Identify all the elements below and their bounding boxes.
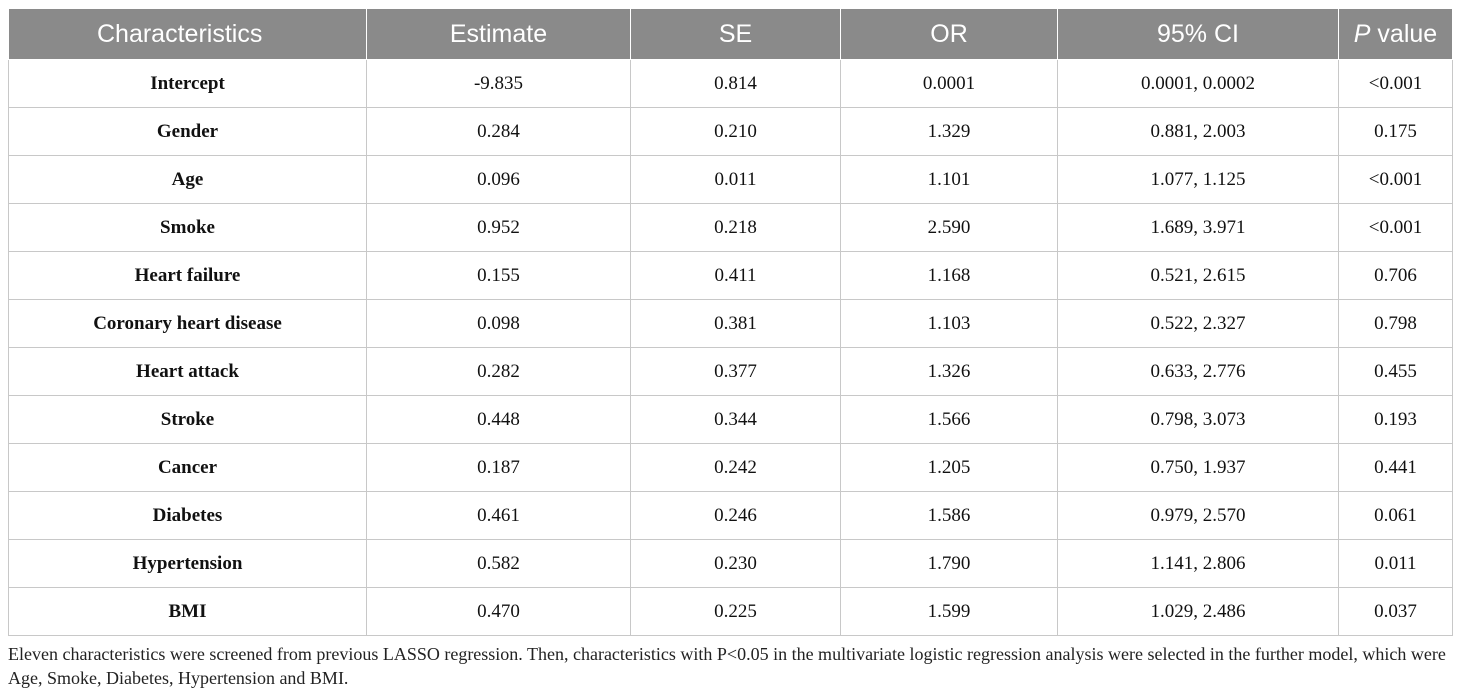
cell-p-value: 0.441 <box>1338 443 1453 492</box>
cell-p-value: <0.001 <box>1338 155 1453 204</box>
cell-p-value: 0.193 <box>1338 395 1453 444</box>
cell-p-value: <0.001 <box>1338 203 1453 252</box>
cell-or: 1.329 <box>840 107 1058 156</box>
header-p-value: P value <box>1338 8 1453 60</box>
cell-characteristic: Stroke <box>8 395 367 444</box>
table-row: BMI 0.470 0.225 1.599 1.029, 2.486 0.037 <box>8 587 1453 636</box>
cell-estimate: 0.282 <box>366 347 631 396</box>
cell-ci: 0.798, 3.073 <box>1057 395 1339 444</box>
cell-estimate: -9.835 <box>366 59 631 108</box>
header-estimate: Estimate <box>366 8 631 60</box>
table-row: Diabetes 0.461 0.246 1.586 0.979, 2.570 0.061 <box>8 491 1453 540</box>
cell-estimate: 0.582 <box>366 539 631 588</box>
cell-p-value: 0.706 <box>1338 251 1453 300</box>
table-row: Gender 0.284 0.210 1.329 0.881, 2.003 0.175 <box>8 107 1453 156</box>
cell-se: 0.225 <box>630 587 841 636</box>
cell-estimate: 0.098 <box>366 299 631 348</box>
cell-p-value: 0.175 <box>1338 107 1453 156</box>
table-row: Cancer 0.187 0.242 1.205 0.750, 1.937 0.441 <box>8 443 1453 492</box>
cell-or: 1.566 <box>840 395 1058 444</box>
header-row: Characteristics Estimate SE OR 95% CI P … <box>8 8 1453 60</box>
table-body: Intercept -9.835 0.814 0.0001 0.0001, 0.0002… <box>8 59 1453 636</box>
cell-or: 0.0001 <box>840 59 1058 108</box>
cell-ci: 1.077, 1.125 <box>1057 155 1339 204</box>
header-se: SE <box>630 8 841 60</box>
cell-or: 1.101 <box>840 155 1058 204</box>
cell-or: 1.168 <box>840 251 1058 300</box>
cell-se: 0.011 <box>630 155 841 204</box>
regression-table: Characteristics Estimate SE OR 95% CI P … <box>8 8 1453 636</box>
table-row: Age 0.096 0.011 1.101 1.077, 1.125 <0.001 <box>8 155 1453 204</box>
cell-ci: 0.750, 1.937 <box>1057 443 1339 492</box>
cell-characteristic: BMI <box>8 587 367 636</box>
cell-p-value: 0.061 <box>1338 491 1453 540</box>
cell-p-value: 0.037 <box>1338 587 1453 636</box>
table-footnote: Eleven characteristics were screened fro… <box>8 644 1446 688</box>
cell-ci: 0.881, 2.003 <box>1057 107 1339 156</box>
header-characteristics: Characteristics <box>8 8 367 60</box>
cell-ci: 0.979, 2.570 <box>1057 491 1339 540</box>
cell-or: 1.586 <box>840 491 1058 540</box>
cell-se: 0.210 <box>630 107 841 156</box>
table-row: Hypertension 0.582 0.230 1.790 1.141, 2.806 0… <box>8 539 1453 588</box>
cell-characteristic: Gender <box>8 107 367 156</box>
cell-estimate: 0.448 <box>366 395 631 444</box>
cell-se: 0.411 <box>630 251 841 300</box>
cell-ci: 1.141, 2.806 <box>1057 539 1339 588</box>
cell-characteristic: Cancer <box>8 443 367 492</box>
cell-characteristic: Heart attack <box>8 347 367 396</box>
cell-characteristic: Heart failure <box>8 251 367 300</box>
cell-p-value: 0.455 <box>1338 347 1453 396</box>
table-row: Smoke 0.952 0.218 2.590 1.689, 3.971 <0.001 <box>8 203 1453 252</box>
table-row: Coronary heart disease 0.098 0.381 1.103 0.5… <box>8 299 1453 348</box>
cell-ci: 0.522, 2.327 <box>1057 299 1339 348</box>
table-row: Intercept -9.835 0.814 0.0001 0.0001, 0.0002… <box>8 59 1453 108</box>
cell-characteristic: Coronary heart disease <box>8 299 367 348</box>
cell-characteristic: Hypertension <box>8 539 367 588</box>
cell-se: 0.377 <box>630 347 841 396</box>
header-p-rest: value <box>1370 19 1438 48</box>
cell-or: 1.103 <box>840 299 1058 348</box>
cell-ci: 0.633, 2.776 <box>1057 347 1339 396</box>
header-or: OR <box>840 8 1058 60</box>
cell-or: 1.205 <box>840 443 1058 492</box>
table-row: Heart failure 0.155 0.411 1.168 0.521, 2.615… <box>8 251 1453 300</box>
cell-se: 0.381 <box>630 299 841 348</box>
cell-se: 0.230 <box>630 539 841 588</box>
regression-table-container: Characteristics Estimate SE OR 95% CI P … <box>8 8 1453 690</box>
cell-se: 0.246 <box>630 491 841 540</box>
cell-ci: 0.0001, 0.0002 <box>1057 59 1339 108</box>
cell-se: 0.218 <box>630 203 841 252</box>
cell-estimate: 0.470 <box>366 587 631 636</box>
cell-or: 1.599 <box>840 587 1058 636</box>
cell-estimate: 0.284 <box>366 107 631 156</box>
cell-characteristic: Age <box>8 155 367 204</box>
cell-p-value: 0.798 <box>1338 299 1453 348</box>
cell-p-value: <0.001 <box>1338 59 1453 108</box>
cell-se: 0.344 <box>630 395 841 444</box>
cell-or: 1.326 <box>840 347 1058 396</box>
cell-se: 0.242 <box>630 443 841 492</box>
cell-characteristic: Intercept <box>8 59 367 108</box>
cell-estimate: 0.155 <box>366 251 631 300</box>
header-p-italic: P <box>1353 19 1371 48</box>
cell-estimate: 0.952 <box>366 203 631 252</box>
cell-or: 2.590 <box>840 203 1058 252</box>
cell-characteristic: Smoke <box>8 203 367 252</box>
cell-or: 1.790 <box>840 539 1058 588</box>
cell-se: 0.814 <box>630 59 841 108</box>
cell-estimate: 0.187 <box>366 443 631 492</box>
header-ci: 95% CI <box>1057 8 1339 60</box>
cell-ci: 1.029, 2.486 <box>1057 587 1339 636</box>
cell-ci: 0.521, 2.615 <box>1057 251 1339 300</box>
cell-ci: 1.689, 3.971 <box>1057 203 1339 252</box>
cell-estimate: 0.096 <box>366 155 631 204</box>
cell-estimate: 0.461 <box>366 491 631 540</box>
cell-characteristic: Diabetes <box>8 491 367 540</box>
cell-p-value: 0.011 <box>1338 539 1453 588</box>
table-row: Stroke 0.448 0.344 1.566 0.798, 3.073 0.193 <box>8 395 1453 444</box>
table-row: Heart attack 0.282 0.377 1.326 0.633, 2.776 0… <box>8 347 1453 396</box>
